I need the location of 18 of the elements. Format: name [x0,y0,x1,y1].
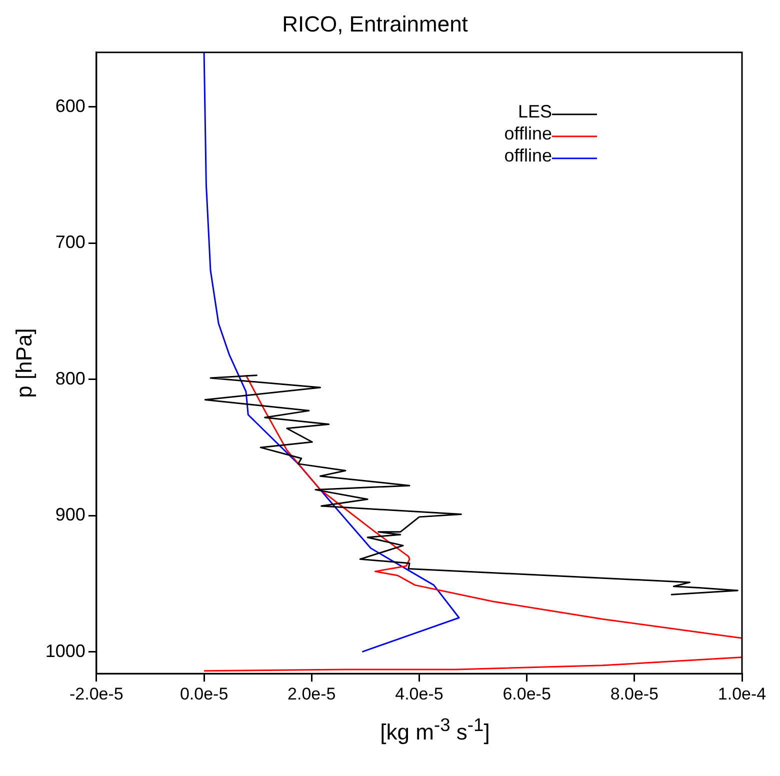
legend-label: offline [504,123,552,144]
x-tick-label: 2.0e-5 [288,684,336,704]
y-tick-label: 700 [55,232,86,252]
legend-label: offline [504,145,552,166]
x-tick-label: 6.0e-5 [502,684,551,704]
y-tick-label: 800 [55,368,86,388]
x-tick-label: 8.0e-5 [610,684,659,704]
x-tick-label: -2.0e-5 [70,684,124,704]
y-tick-label: 1000 [45,640,86,661]
y-axis-title: p [hPa] [11,328,36,398]
chart-title: RICO, Entrainment [282,11,468,36]
x-axis-title: [kg m$^{-3}$ s$^{-1}$] [379,714,491,746]
x-tick-label: 4.0e-5 [395,684,444,704]
x-tick-label: 1.0e-4 [718,684,766,704]
y-tick-label: 900 [55,504,86,525]
y-tick-label: 600 [55,96,86,116]
x-tick-label: 0.0e-5 [180,684,228,704]
legend-label: LES [518,101,552,122]
